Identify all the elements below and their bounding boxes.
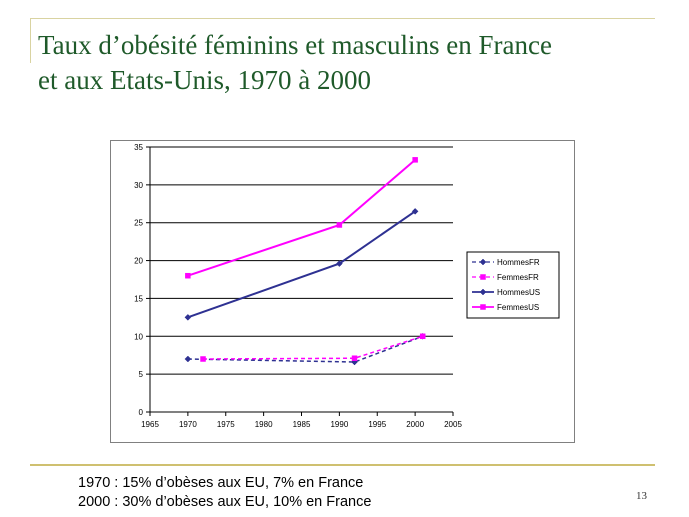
y-tick-label: 5: [139, 370, 144, 379]
summary-note: 1970 : 15% d’obèses aux EU, 7% en France…: [78, 474, 371, 512]
y-tick-label: 25: [134, 219, 143, 228]
bottom-rule: [30, 464, 655, 466]
x-tick-label: 1995: [368, 420, 386, 429]
x-tick-label: 1985: [293, 420, 311, 429]
left-rule: [30, 18, 31, 63]
legend-marker-hommesus: [479, 288, 487, 296]
data-point-hommesus-1: [336, 260, 343, 267]
x-tick-label: 1980: [255, 420, 273, 429]
x-tick-label: 1965: [141, 420, 159, 429]
slide-number: 13: [636, 490, 647, 502]
legend-marker-femmesfr: [480, 274, 486, 280]
legend-label-hommesus: HommesUS: [497, 288, 540, 297]
data-point-hommesus-0: [184, 314, 192, 321]
note-line-1: 1970 : 15% d’obèses aux EU, 7% en France: [78, 475, 364, 491]
x-tick-label: 2005: [444, 420, 462, 429]
slide-title: Taux d’obésité féminins et masculins en …: [38, 28, 678, 98]
legend-label-hommesfr: HommesFR: [497, 258, 540, 267]
data-point-femmesfr-0: [200, 356, 206, 362]
chart-container: 0 5 10 15 20 25 30 35 1965 1970 1975 1980 1985 1990 19…: [110, 140, 575, 443]
data-point-femmesfr-2: [419, 333, 426, 340]
line-chart: 0 5 10 15 20 25 30 35 1965 1970 1975 1980 1985 1990 19…: [110, 140, 575, 443]
legend-label-femmesfr: FemmesFR: [497, 273, 539, 282]
legend-label-femmesus: FemmesUS: [497, 303, 539, 312]
y-tick-label: 10: [134, 332, 143, 341]
x-tick-label: 1970: [179, 420, 197, 429]
series-line-femmesfr: [203, 335, 423, 360]
title-line-1: Taux d’obésité féminins et masculins en …: [38, 30, 552, 60]
data-point-hommesus-2: [411, 208, 419, 215]
y-tick-label: 0: [139, 408, 144, 417]
legend-marker-femmesus: [480, 304, 486, 310]
y-tick-label: 35: [134, 143, 143, 152]
data-point-femmesus-1: [336, 222, 343, 228]
title-line-2: et aux Etats-Unis, 1970 à 2000: [38, 65, 371, 95]
x-tick-label: 1990: [330, 420, 348, 429]
top-rule: [30, 18, 655, 19]
x-tick-label: 2000: [406, 420, 424, 429]
legend-marker-hommesfr: [479, 258, 487, 266]
data-point-femmesus-2: [412, 157, 418, 163]
y-tick-label: 15: [134, 294, 143, 303]
y-tick-label: 20: [134, 257, 143, 266]
note-line-2: 2000 : 30% d’obèses aux EU, 10% en Franc…: [78, 494, 372, 510]
data-point-femmesus-0: [185, 272, 191, 279]
data-point-femmesfr-1: [351, 355, 358, 361]
x-tick-label: 1975: [217, 420, 235, 429]
data-point-hommesfr-0: [184, 355, 192, 363]
y-tick-label: 30: [134, 181, 143, 190]
